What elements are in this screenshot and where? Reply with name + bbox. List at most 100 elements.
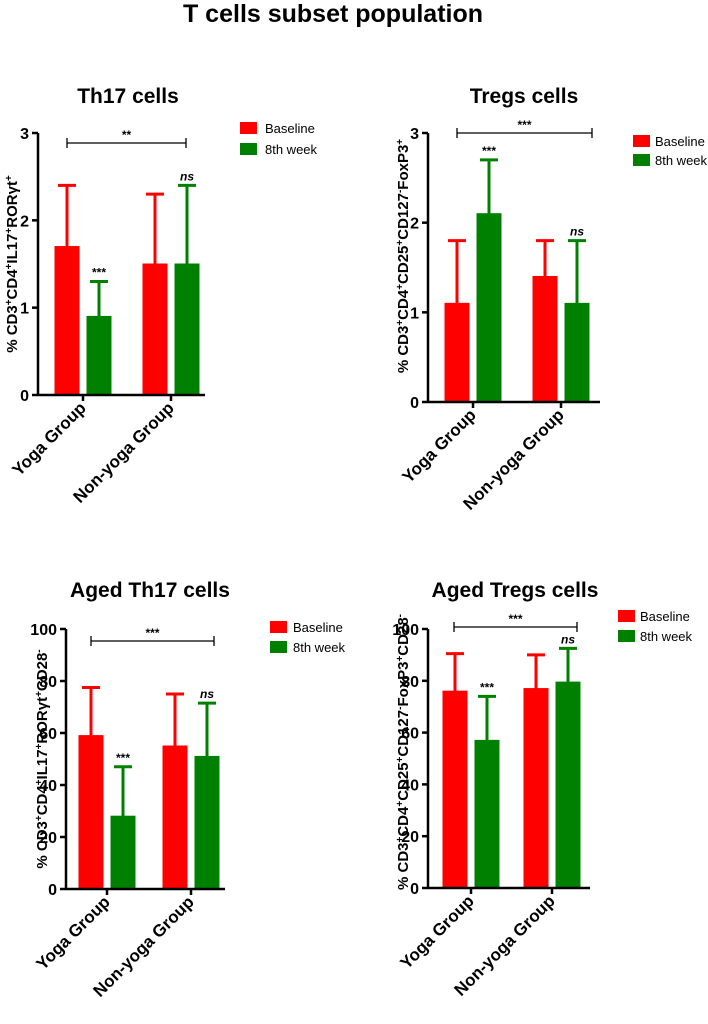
legend: Baseline 8th week bbox=[633, 134, 708, 168]
y-axis-label-part: IL17 bbox=[4, 234, 21, 264]
y-axis-label: % CD3+CD4+CD25+CD127-FoxP3+CD28- bbox=[395, 614, 412, 890]
category-label: Yoga Group bbox=[397, 891, 478, 972]
y-axis-label: % CD3+CD4+IL17+RORγt+ bbox=[4, 175, 21, 353]
y-tick-label: 0 bbox=[20, 388, 29, 405]
y-axis-label-part: RORγt bbox=[34, 697, 51, 744]
legend-swatch-baseline bbox=[270, 621, 287, 633]
y-axis-label-superscript: + bbox=[34, 779, 45, 785]
chart-title: Tregs cells bbox=[470, 85, 579, 108]
y-axis-label-part: RORγt bbox=[4, 181, 21, 228]
y-tick-label: 1 bbox=[410, 305, 419, 322]
y-axis-label-superscript: + bbox=[395, 837, 406, 843]
y-axis-label-part: CD28 bbox=[34, 653, 51, 691]
legend-label: Baseline bbox=[655, 134, 705, 149]
bar-week8 bbox=[474, 739, 500, 889]
y-axis-label-part: CD28 bbox=[395, 617, 412, 655]
bar-baseline bbox=[54, 246, 80, 396]
y-axis-label-superscript: - bbox=[395, 614, 406, 617]
y-axis-label: % CD3+CD4+IL17+RORγt+CD28- bbox=[34, 649, 51, 868]
y-axis-label-part: IL17 bbox=[34, 749, 51, 779]
legend-swatch-week8 bbox=[240, 143, 257, 155]
y-axis-label-superscript: - bbox=[395, 707, 406, 710]
legend-swatch-week8 bbox=[270, 641, 287, 653]
y-axis-label-part: FoxP3 bbox=[395, 662, 412, 707]
legend-swatch-baseline bbox=[633, 135, 650, 147]
figure-title: T cells subset population bbox=[183, 0, 483, 28]
bracket-label: *** bbox=[517, 118, 531, 132]
y-tick-label: 60 bbox=[401, 726, 419, 743]
y-axis-label-superscript: + bbox=[4, 263, 15, 269]
legend: Baseline 8th week bbox=[240, 121, 318, 157]
bar-baseline bbox=[532, 275, 558, 403]
y-axis-label: % CD3+CD4+CD25+CD127-FoxP3+ bbox=[395, 139, 412, 373]
y-axis-label-superscript: + bbox=[395, 801, 406, 807]
significance-label: *** bbox=[116, 751, 130, 765]
bar-baseline bbox=[442, 690, 468, 889]
bar-baseline bbox=[78, 735, 104, 890]
bar-week8 bbox=[110, 815, 136, 890]
legend-label: Baseline bbox=[293, 620, 343, 635]
y-axis-label-part: CD4 bbox=[395, 289, 412, 320]
y-tick-label: 2 bbox=[410, 216, 419, 233]
y-tick-label: 60 bbox=[39, 726, 57, 743]
y-axis-label-superscript: + bbox=[4, 228, 15, 234]
y-axis-label-part: CD25 bbox=[395, 246, 412, 284]
bar-baseline bbox=[523, 688, 549, 889]
significance-label: *** bbox=[482, 144, 496, 158]
y-axis-label-superscript: + bbox=[395, 320, 406, 326]
legend-label: Baseline bbox=[640, 609, 690, 624]
y-tick-label: 40 bbox=[39, 778, 57, 795]
y-axis-label-part: CD25 bbox=[395, 762, 412, 800]
bar-week8 bbox=[564, 302, 590, 403]
y-axis-label-part: % CD3 bbox=[395, 326, 412, 374]
y-axis-label-part: CD127 bbox=[395, 193, 412, 240]
legend-label: 8th week bbox=[293, 640, 346, 655]
legend-swatch-baseline bbox=[618, 610, 635, 622]
bar-week8 bbox=[86, 315, 112, 396]
legend: Baseline 8th week bbox=[270, 620, 346, 655]
y-axis-label-superscript: + bbox=[4, 299, 15, 305]
y-tick-label: 80 bbox=[39, 674, 57, 691]
legend-label: 8th week bbox=[640, 629, 693, 644]
bar-week8 bbox=[194, 755, 220, 890]
legend: Baseline 8th week bbox=[618, 609, 693, 644]
bar-baseline bbox=[142, 263, 168, 396]
bar-week8 bbox=[555, 681, 581, 889]
y-axis-label-superscript: + bbox=[395, 284, 406, 290]
y-axis-label-part: CD4 bbox=[34, 785, 51, 816]
category-label: Yoga Group bbox=[399, 405, 480, 486]
y-axis-label-superscript: + bbox=[4, 175, 15, 181]
y-axis-label-part: % CD3 bbox=[34, 821, 51, 869]
y-axis-label-part: CD4 bbox=[395, 806, 412, 837]
y-tick-label: 1 bbox=[20, 301, 29, 318]
y-axis-label-superscript: - bbox=[395, 190, 406, 193]
y-axis-label-superscript: + bbox=[34, 743, 45, 749]
y-axis-label-part: % CD3 bbox=[4, 305, 21, 353]
significance-label: *** bbox=[480, 680, 494, 694]
ns-label: ns bbox=[180, 169, 194, 183]
y-tick-label: 100 bbox=[30, 622, 57, 639]
chart-title: Aged Tregs cells bbox=[432, 579, 599, 602]
y-tick-label: 40 bbox=[401, 777, 419, 794]
y-tick-label: 20 bbox=[401, 829, 419, 846]
legend-swatch-week8 bbox=[633, 154, 650, 166]
legend-label: 8th week bbox=[265, 142, 318, 157]
y-axis-label-superscript: + bbox=[34, 691, 45, 697]
legend-label: 8th week bbox=[655, 153, 708, 168]
y-axis-label-part: CD4 bbox=[4, 269, 21, 300]
bar-week8 bbox=[174, 263, 200, 396]
y-axis-label-superscript: + bbox=[395, 139, 406, 145]
category-label: Yoga Group bbox=[33, 892, 114, 973]
y-tick-label: 80 bbox=[401, 674, 419, 691]
bar-week8 bbox=[476, 213, 502, 403]
y-axis-label-part: % CD3 bbox=[395, 843, 412, 891]
chart-panel-4: Aged Tregs cells *** ns 0 20 40 60 80 100 Yoga Gr… bbox=[392, 579, 692, 1000]
legend-swatch-baseline bbox=[240, 122, 257, 134]
y-axis-label-superscript: - bbox=[34, 649, 45, 652]
bracket-label: *** bbox=[508, 612, 522, 626]
y-tick-label: 0 bbox=[410, 881, 419, 898]
bracket-label: *** bbox=[145, 626, 159, 640]
